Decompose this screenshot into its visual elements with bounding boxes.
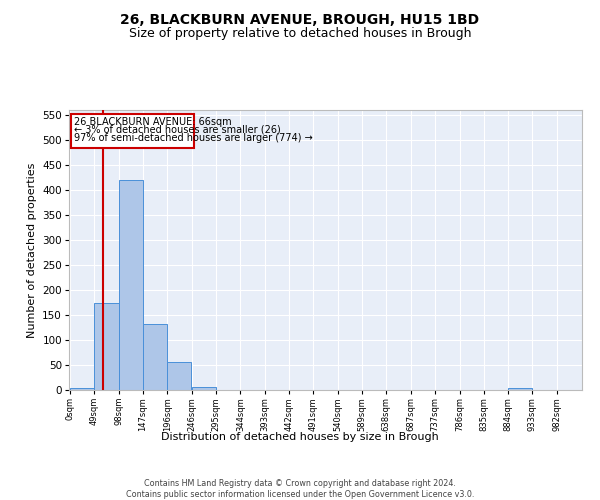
Text: Size of property relative to detached houses in Brough: Size of property relative to detached ho… [129,28,471,40]
Y-axis label: Number of detached properties: Number of detached properties [27,162,37,338]
Text: ← 3% of detached houses are smaller (26): ← 3% of detached houses are smaller (26) [74,125,281,135]
Text: Distribution of detached houses by size in Brough: Distribution of detached houses by size … [161,432,439,442]
Bar [119,180,143,390]
Text: 26, BLACKBURN AVENUE, BROUGH, HU15 1BD: 26, BLACKBURN AVENUE, BROUGH, HU15 1BD [121,12,479,26]
Bar [192,386,216,390]
Text: Contains HM Land Registry data © Crown copyright and database right 2024.: Contains HM Land Registry data © Crown c… [144,479,456,488]
Bar [143,324,167,390]
Text: 97% of semi-detached houses are larger (774) →: 97% of semi-detached houses are larger (… [74,133,313,143]
Bar [167,362,191,390]
Text: Contains public sector information licensed under the Open Government Licence v3: Contains public sector information licen… [126,490,474,499]
Bar [70,388,94,390]
Bar [508,388,532,390]
Text: 26 BLACKBURN AVENUE: 66sqm: 26 BLACKBURN AVENUE: 66sqm [74,117,232,127]
Bar [94,302,119,390]
Bar [71,114,194,148]
